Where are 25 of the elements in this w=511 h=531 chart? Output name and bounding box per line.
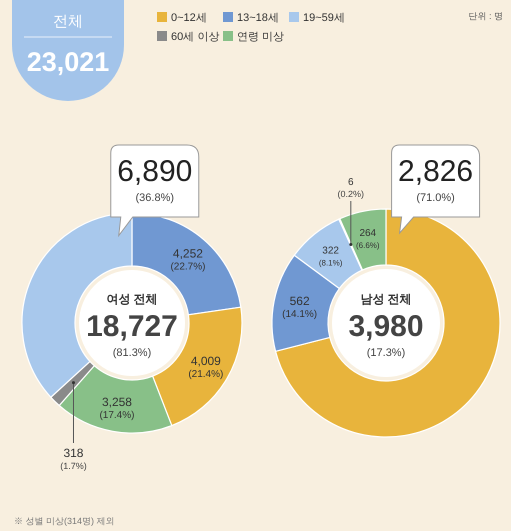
text: 남성 전체 (360, 292, 412, 306)
legend-label: 0~12세 (171, 12, 207, 24)
legend-label: 연령 미상 (237, 31, 284, 43)
legend-label: 19~59세 (303, 12, 345, 24)
data-label: 4,009 (21.4%) (188, 354, 224, 380)
text: 3,980 (348, 310, 424, 343)
data-label: 3,258 (17.4%) (99, 395, 134, 422)
data-label: 264 (6.6%) (356, 228, 380, 250)
text: (81.3%) (112, 347, 152, 359)
legend-label: 13~18세 (237, 12, 279, 24)
text: 전체 (53, 13, 83, 30)
text: 18,727 (86, 310, 178, 343)
data-label: 318 (1.7%) (60, 446, 87, 471)
text: 23,021 (26, 47, 110, 77)
text: (17.3%) (366, 347, 406, 359)
data-label: 562 (14.1%) (282, 294, 318, 320)
text: ※ 성별 미상(314명) 제외 (14, 516, 115, 526)
text: 단위 : 명 (468, 11, 503, 21)
data-label: 6,890 (36.8%) (117, 155, 192, 204)
data-label: 2,826 (71.0%) (398, 155, 474, 204)
data-label: 4,252 (22.7%) (170, 246, 206, 272)
data-label: 322 (8.1%) (318, 246, 343, 268)
data-label: 6 (0.2%) (338, 177, 364, 199)
legend-label: 60세 이상 (171, 31, 220, 43)
text: 여성 전체 (106, 292, 158, 306)
